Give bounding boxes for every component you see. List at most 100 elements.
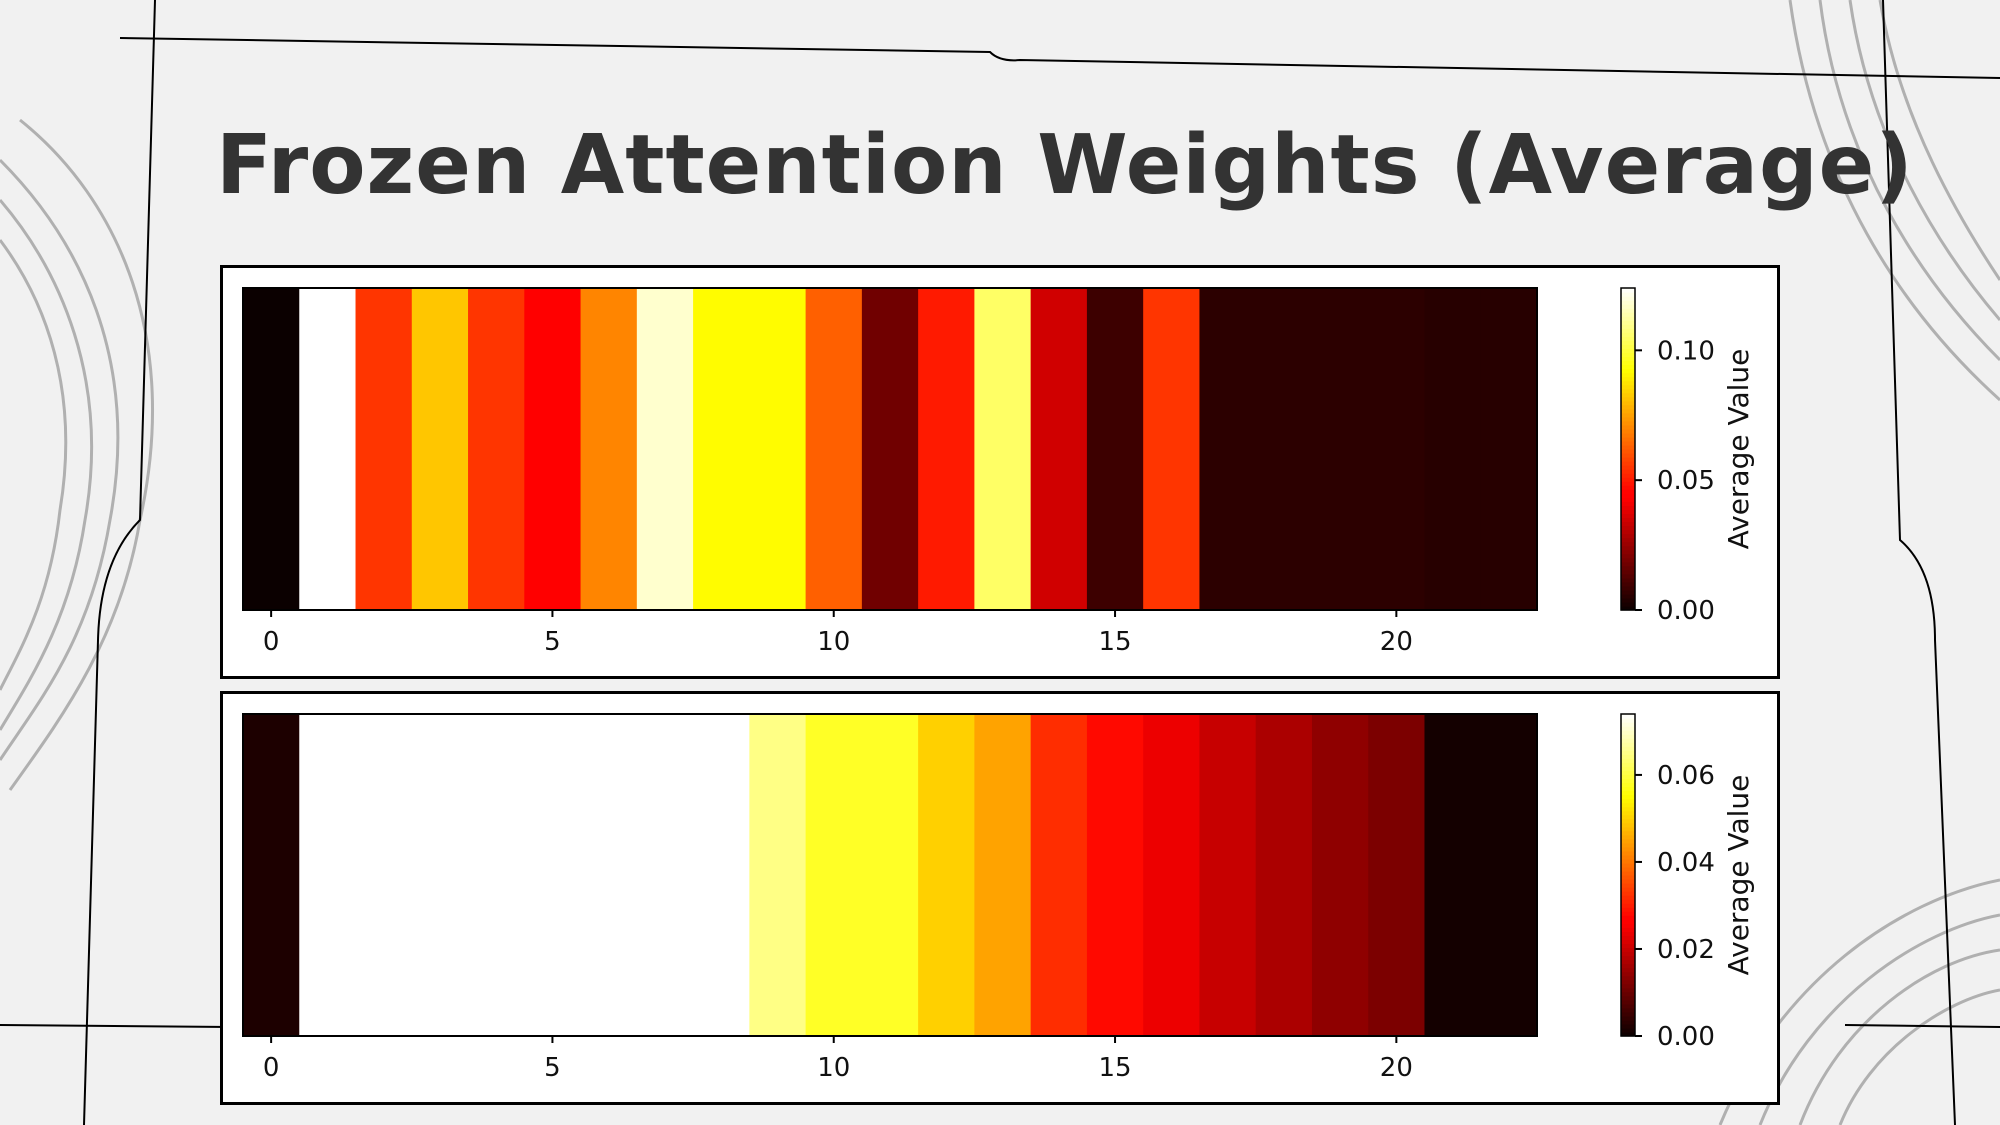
colorbar-segment [1621,340,1635,345]
colorbar-segment [1621,521,1635,527]
colorbar-segment [1621,714,1635,719]
colorbar-segment [1621,786,1635,792]
colorbar-segment [1621,718,1635,723]
colorbar-segment [1621,883,1635,888]
colorbar-segment [1621,525,1635,531]
colorbar-segment [1621,436,1635,442]
colorbar-segment [1621,577,1635,583]
colorbar-segment [1621,589,1635,595]
colorbar-segment [1621,754,1635,759]
colorbar-segment [1621,513,1635,519]
x-tick-label: 5 [544,627,561,657]
x-tick-label: 20 [1380,627,1413,657]
colorbar-segment [1621,380,1635,386]
colorbar-segment [1621,509,1635,514]
heatmap-cell [1480,714,1538,1036]
colorbar-segment [1621,348,1635,353]
colorbar-segment [1621,597,1635,603]
colorbar-segment [1621,967,1635,973]
colorbar-segment [1621,444,1635,450]
colorbar-segment [1621,404,1635,410]
colorbar-segment [1621,485,1635,490]
colorbar-segment [1621,862,1635,868]
colorbar-segment [1621,806,1635,812]
colorbar-segment [1621,935,1635,940]
colorbar-label-bottom: Average Value [1722,775,1755,976]
heatmap-cell [749,714,807,1036]
heatmap-cell [299,288,357,610]
colorbar-segment [1621,975,1635,981]
colorbar-segment [1621,1031,1635,1037]
colorbar-segment [1621,493,1635,498]
heatmap-cell [1199,288,1257,610]
colorbar-segment [1621,915,1635,920]
colorbar-tick-label: 0.02 [1657,935,1715,965]
colorbar-segment [1621,288,1635,293]
colorbar-segment [1621,296,1635,301]
colorbar-segment [1621,722,1635,727]
colorbar-segment [1621,987,1635,993]
colorbar-segment [1621,545,1635,551]
plot-frame-bottom [242,713,1538,1037]
heatmap-cell [1086,714,1144,1036]
colorbar-segment [1621,802,1635,808]
colorbar-tick-label: 0.00 [1657,1022,1715,1052]
colorbar-segment [1621,585,1635,591]
colorbar-segment [1621,505,1635,510]
colorbar-segment [1621,392,1635,398]
heatmap-cell [243,288,300,610]
page-title: Frozen Attention Weights (Average) [216,118,1914,213]
colorbar-segment [1621,959,1635,965]
heatmap-cell [411,288,469,610]
x-tick-label: 20 [1380,1053,1413,1083]
colorbar-segment [1621,432,1635,438]
heatmap-cell [580,288,638,610]
heatmap-cell [693,288,750,610]
colorbar-segment [1621,858,1635,864]
colorbar-segment [1621,308,1635,313]
colorbar-segment [1621,742,1635,747]
colorbar-segment [1621,726,1635,731]
colorbar-segment [1621,963,1635,969]
x-tick-label: 0 [263,1053,280,1083]
x-tick-label: 15 [1098,1053,1131,1083]
colorbar-segment [1621,1011,1635,1017]
colorbar-tick-label: 0.05 [1657,466,1715,496]
colorbar-segment [1621,750,1635,755]
colorbar-segment [1621,1023,1635,1029]
colorbar-segment [1621,517,1635,523]
colorbar-segment [1621,899,1635,904]
x-axis-ticks-top: 0 5 10 15 20 [263,610,1413,657]
colorbar-segment [1621,814,1635,820]
colorbar-segment [1621,396,1635,402]
colorbar-segment [1621,887,1635,892]
heatmap-cell [1368,288,1426,610]
heatmap-cell [636,714,694,1036]
heatmap-chart-bottom: 0 5 10 15 20 0.00 0.02 0.04 0.06 Average Value [242,713,1755,1083]
colorbar-segment [1621,895,1635,900]
colorbar-segment [1621,834,1635,840]
heatmap-cell [636,288,694,610]
heatmap-cell [918,714,975,1036]
colorbar-segment [1621,838,1635,844]
colorbar-segment [1621,537,1635,543]
colorbar-segment [1621,416,1635,422]
colorbar-segment [1621,424,1635,430]
colorbar-segment [1621,344,1635,349]
colorbar-segment [1621,557,1635,563]
colorbar-segment [1621,999,1635,1005]
colorbar-segment [1621,770,1635,775]
colorbar-segment [1621,879,1635,884]
colorbar-segment [1621,541,1635,547]
colorbar-segment [1621,320,1635,325]
colorbar-segment [1621,943,1635,949]
colorbar-segment [1621,798,1635,804]
colorbar-segment [1621,923,1635,928]
heatmap-cell [411,714,469,1036]
colorbar-segment [1621,304,1635,309]
colorbar-segment [1621,368,1635,374]
colorbar-segment [1621,971,1635,977]
colorbar-segment [1621,995,1635,1001]
heatmap-cell [1311,288,1369,610]
colorbar-segment [1621,481,1635,486]
